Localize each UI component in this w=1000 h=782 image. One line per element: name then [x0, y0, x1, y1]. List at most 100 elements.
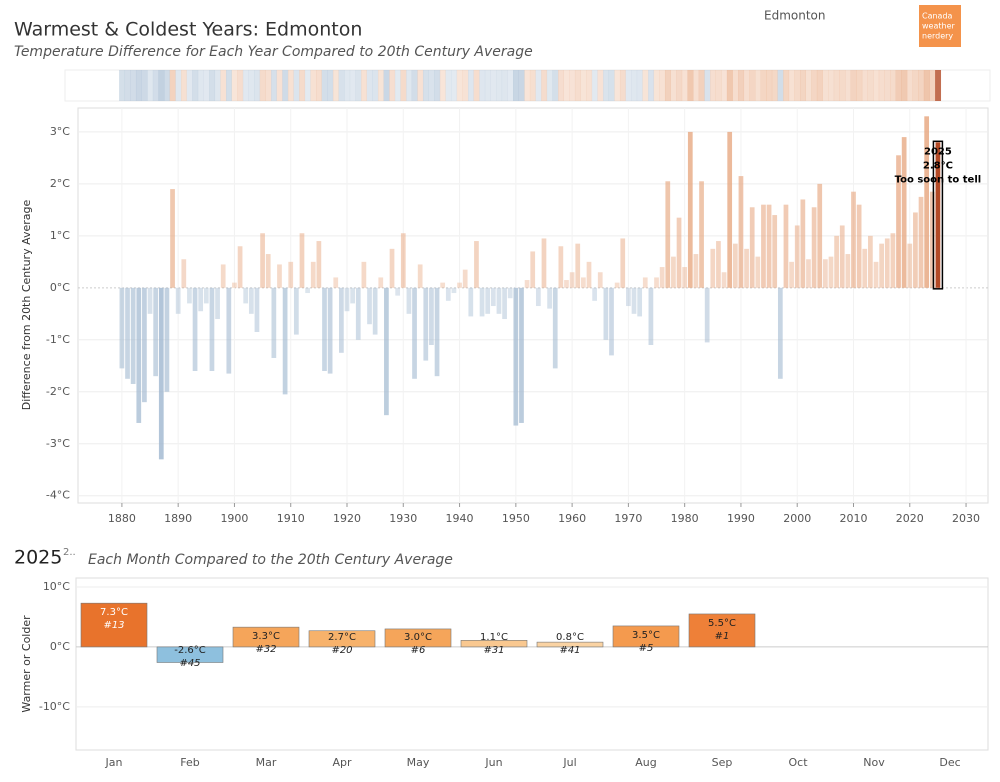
bar [873, 261, 879, 288]
bar [502, 287, 507, 320]
y-tick-label: -4°C [46, 489, 70, 502]
stripe [355, 70, 362, 101]
bar [749, 207, 755, 288]
bar [507, 287, 513, 299]
bar [254, 287, 260, 333]
stripe [574, 70, 581, 101]
stripe [321, 70, 328, 101]
stripe [642, 70, 649, 101]
bar [879, 243, 884, 288]
bar [395, 287, 401, 296]
stripe [242, 70, 249, 101]
bar [918, 196, 924, 288]
bar [265, 254, 271, 288]
stripe [687, 70, 694, 101]
x-tick-label: Dec [939, 756, 960, 769]
value-label: 1.1°C [480, 632, 508, 643]
bar [198, 287, 204, 312]
x-tick-label: 1970 [614, 512, 642, 525]
bar [384, 287, 389, 416]
stripe [389, 70, 396, 101]
bar [378, 277, 384, 288]
highlight-note: Too soon to tell [895, 174, 982, 185]
x-tick-label: Feb [180, 756, 199, 769]
subtitle: Temperature Difference for Each Year Com… [14, 44, 533, 60]
bar [671, 256, 676, 288]
stripe [338, 70, 345, 101]
x-tick-label: Jun [484, 756, 502, 769]
stripe [698, 70, 705, 101]
stripe [929, 70, 936, 101]
bar [232, 626, 300, 648]
stripe [676, 70, 683, 101]
stripe [484, 70, 491, 101]
stripe [580, 70, 587, 101]
stripe [507, 70, 514, 101]
bar [339, 287, 344, 353]
stripes-frame [64, 69, 991, 102]
bar [327, 287, 333, 374]
stripe [248, 70, 255, 101]
stripe [394, 70, 401, 101]
stripe [856, 70, 863, 101]
stripe [631, 70, 638, 101]
stripe [867, 70, 874, 101]
bar [716, 241, 721, 288]
stripe [220, 70, 227, 101]
stripe [591, 70, 598, 101]
bar [704, 287, 710, 343]
location-filter[interactable]: Edmonton [764, 9, 826, 23]
stripe [175, 70, 182, 101]
bar [581, 277, 586, 288]
y-tick-label: 0°C [50, 640, 70, 653]
bar [659, 267, 665, 288]
x-tick-label: Nov [863, 756, 885, 769]
bar [299, 233, 305, 288]
bar [547, 287, 552, 309]
bar [884, 238, 890, 288]
bar [783, 204, 789, 288]
stripe [777, 70, 784, 101]
stripe [428, 70, 435, 101]
stripe [332, 70, 339, 101]
stripe [563, 70, 570, 101]
stripe [603, 70, 609, 101]
x-tick-label: May [407, 756, 430, 769]
stripe [794, 70, 801, 101]
stripe [586, 70, 593, 101]
bar [856, 204, 862, 288]
y-tick-label: 10°C [43, 580, 70, 593]
stripe [479, 70, 486, 101]
x-tick-label: Oct [788, 756, 808, 769]
bar [732, 243, 738, 288]
bar [907, 243, 913, 288]
stripe [254, 70, 261, 101]
bar [400, 233, 406, 288]
bar [187, 287, 192, 304]
stripe [490, 70, 497, 101]
bar [738, 176, 744, 288]
bar [170, 189, 175, 288]
stripe [811, 70, 818, 101]
stripe [743, 70, 750, 101]
stripe [783, 70, 790, 101]
stripe [226, 70, 232, 101]
stripe [738, 70, 745, 101]
stripe [434, 70, 441, 101]
stripe [693, 70, 700, 101]
bar [406, 287, 412, 314]
bar [468, 287, 474, 317]
bar [558, 246, 564, 288]
stripe [681, 70, 688, 101]
bar [389, 248, 395, 288]
bar [288, 261, 294, 288]
bar [817, 183, 823, 288]
stripe [152, 70, 159, 101]
bar [935, 142, 941, 288]
bar [361, 261, 367, 288]
bar [609, 287, 614, 356]
bar [766, 204, 772, 288]
stripe [884, 70, 891, 101]
x-tick-label: 1980 [671, 512, 699, 525]
bar [479, 287, 485, 317]
